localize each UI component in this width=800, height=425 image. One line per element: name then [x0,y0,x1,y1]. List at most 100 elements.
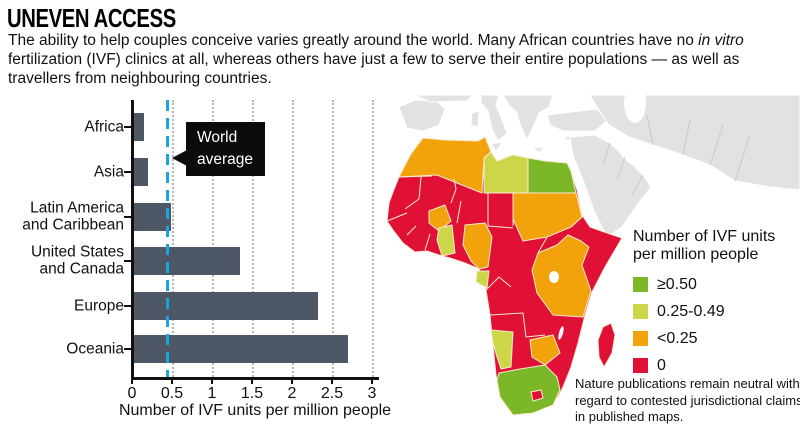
x-tick [131,378,133,384]
x-tick-label: 0 [127,385,137,402]
legend-swatch-icon [633,277,648,293]
turkey-landmass [546,108,608,132]
legend-item-mid: 0.25-0.49 [633,303,800,321]
caspian-sea [624,95,646,123]
y-axis-line [131,100,134,378]
gridline [252,100,254,377]
legend-label: ≥0.50 [657,275,697,293]
page-title: UNEVEN ACCESS [7,3,176,33]
legend-swatch-icon [633,304,648,320]
x-tick-label: 1 [207,385,217,402]
central-asia-landmass [589,95,800,191]
region-lesotho [530,389,544,402]
map-legend: Number of IVF units per million people ≥… [633,228,800,384]
subtitle-text-part: fertilization (IVF) clinics at all, wher… [8,51,740,88]
subtitle-text: The ability to help couples conceive var… [8,31,796,88]
x-tick-label: 3 [367,385,377,402]
y-tick [124,348,131,350]
x-tick-label: 0.5 [160,385,184,402]
legend-label: 0.25-0.49 [657,302,725,320]
legend-swatch-icon [633,331,648,347]
callout-arrow-icon [172,150,187,166]
y-tick [124,216,131,218]
region-egypt [527,157,577,194]
category-label: Europe [74,297,124,315]
france-landmass [414,95,474,103]
region-east-africa [531,234,592,318]
bar-asia [134,158,149,186]
black-sea [552,95,588,106]
other-land-borders [602,114,751,196]
region-burkina-faso [428,204,452,232]
africa-countries [386,136,623,416]
balkans-landmass [502,95,554,142]
y-tick [124,171,131,173]
region-libya [483,151,529,194]
region-zimbabwe [529,334,561,366]
gridline [372,100,374,377]
category-label: Oceania [66,340,124,358]
legend-item-high: ≥0.50 [633,276,800,294]
crete-landmass [530,146,547,153]
bar-oceania [134,335,349,363]
region-south-africa [496,364,561,416]
africa-choropleth-map [386,95,800,416]
italy-landmass [480,95,508,142]
x-tick [371,378,373,384]
x-axis-title: Number of IVF units per million people [118,402,392,419]
category-label: Africa [84,118,124,136]
x-tick [291,378,293,384]
legend-label: <0.25 [657,329,698,347]
x-tick [251,378,253,384]
world-average-line [165,100,169,378]
region-maghreb [398,136,492,194]
legend-item-low: <0.25 [633,330,800,348]
lake-victoria [549,271,559,283]
lake-malawi [558,326,564,340]
legend-title: Number of IVF units per million people [633,228,776,264]
x-tick [211,378,213,384]
callout-label: World average [197,129,254,168]
region-gabon [475,270,490,289]
category-label: Asia [93,163,124,181]
category-label: Latin America and Caribbean [22,199,124,234]
gridline [172,100,174,377]
other-landmasses [398,95,800,238]
bar-united-states-and-canada [134,247,241,275]
sicily-landmass [490,141,505,152]
category-label: United States and Canada [30,243,124,278]
gridline [332,100,334,377]
region-nigeria-cameroon [462,222,493,270]
legend-items: ≥0.50 0.25-0.49 <0.25 0 [633,276,800,375]
bar-latin-america-and-caribbean [134,203,171,231]
subtitle-italic-text: in vitro [698,32,744,49]
gridline [292,100,294,377]
sardinia-landmass [470,110,480,128]
map-footnote: Nature publications remain neutral with … [575,376,800,424]
region-sudan [512,192,583,242]
x-tick [171,378,173,384]
bar-africa [134,113,144,141]
x-tick-label: 1.5 [240,385,264,402]
y-tick [124,260,131,262]
legend-label: 0 [657,356,666,374]
world-average-callout: World average [172,122,265,176]
x-tick-label: 2.5 [320,385,344,402]
y-tick [124,305,131,307]
region-namibia [490,329,514,370]
ivf-bar-chart: Africa Asia Latin America and Caribbean Uni… [22,100,392,419]
legend-item-zero: 0 [633,357,800,375]
x-tick [331,378,333,384]
x-tick-label: 2 [287,385,297,402]
africa-country-borders [386,175,583,338]
gridline [212,100,214,377]
x-axis-line [131,377,379,380]
y-tick [124,126,131,128]
persian-gulf [619,148,645,170]
iberia-landmass [398,99,446,132]
legend-swatch-icon [633,358,648,374]
region-madagascar [597,322,616,368]
subtitle-text-part: The ability to help couples conceive var… [8,32,699,49]
region-ghana [436,224,456,257]
